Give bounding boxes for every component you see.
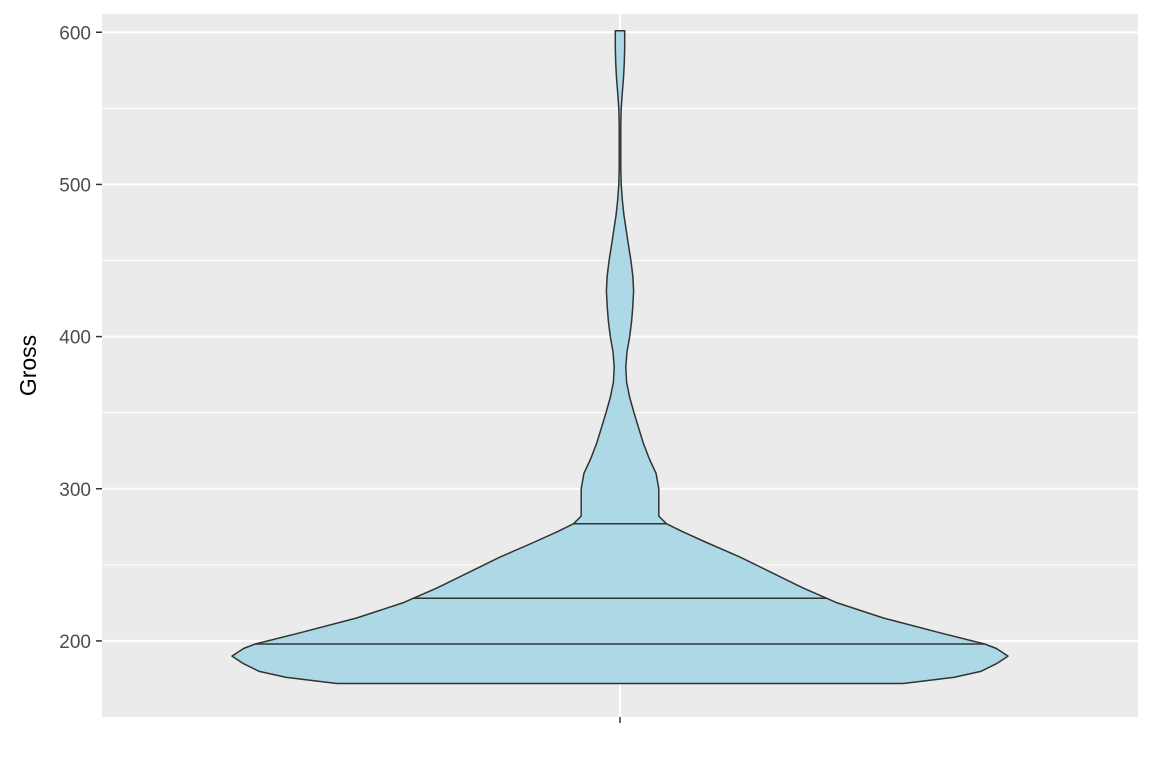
y-tick-label: 300: [59, 480, 91, 501]
y-tick-label: 200: [59, 632, 91, 653]
violin-layer: [231, 29, 1009, 685]
y-axis-title: Gross: [15, 335, 41, 396]
y-tick-label: 500: [59, 175, 91, 196]
violin-body: [231, 29, 1009, 685]
y-tick-label: 400: [59, 328, 91, 349]
y-tick-label: 600: [59, 23, 91, 44]
y-axis: 200 300 400 500 600: [59, 23, 102, 653]
quantile-lines: [255, 523, 985, 645]
